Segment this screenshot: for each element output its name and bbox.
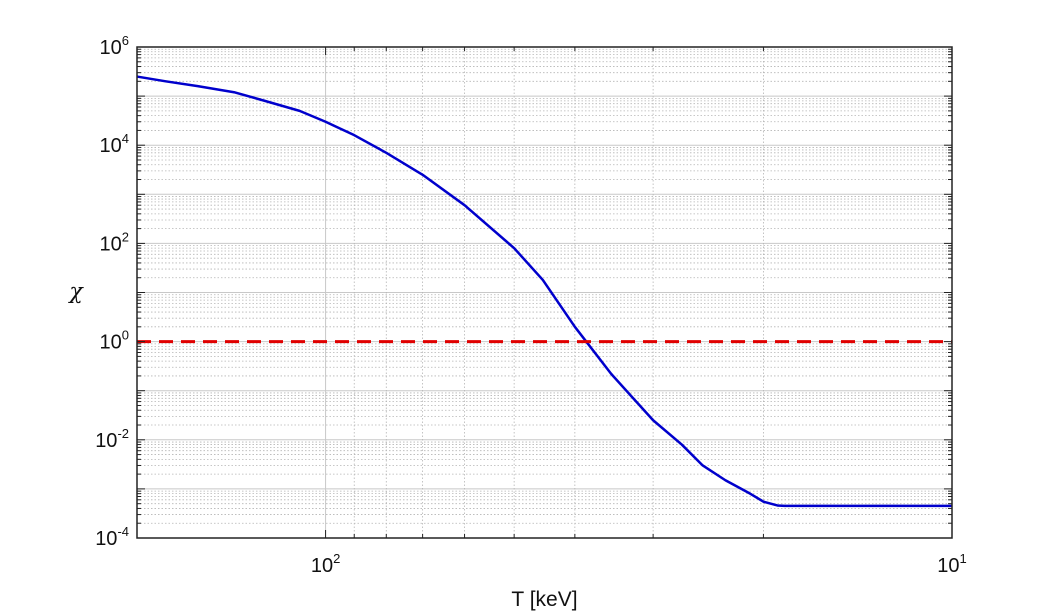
x-axis-label: T [keV]	[511, 588, 577, 611]
y-tick-label: 106	[100, 33, 129, 59]
y-tick-label: 102	[100, 229, 129, 255]
plot-lines	[136, 75, 952, 508]
grid	[136, 47, 953, 539]
x-tick-label: 101	[937, 551, 966, 577]
y-axis-label: χ	[67, 280, 84, 305]
y-tick-label: 104	[100, 131, 129, 157]
y-tick-label: 100	[100, 328, 129, 354]
y-tick-label: 10-2	[95, 426, 129, 452]
axis-ticks	[136, 47, 953, 539]
x-tick-label: 102	[311, 551, 340, 577]
y-tick-label: 10-4	[95, 524, 129, 550]
solid-curve	[136, 75, 952, 508]
tick-labels: 106 104 102 100 10-2 10-4 102 101	[95, 33, 967, 577]
